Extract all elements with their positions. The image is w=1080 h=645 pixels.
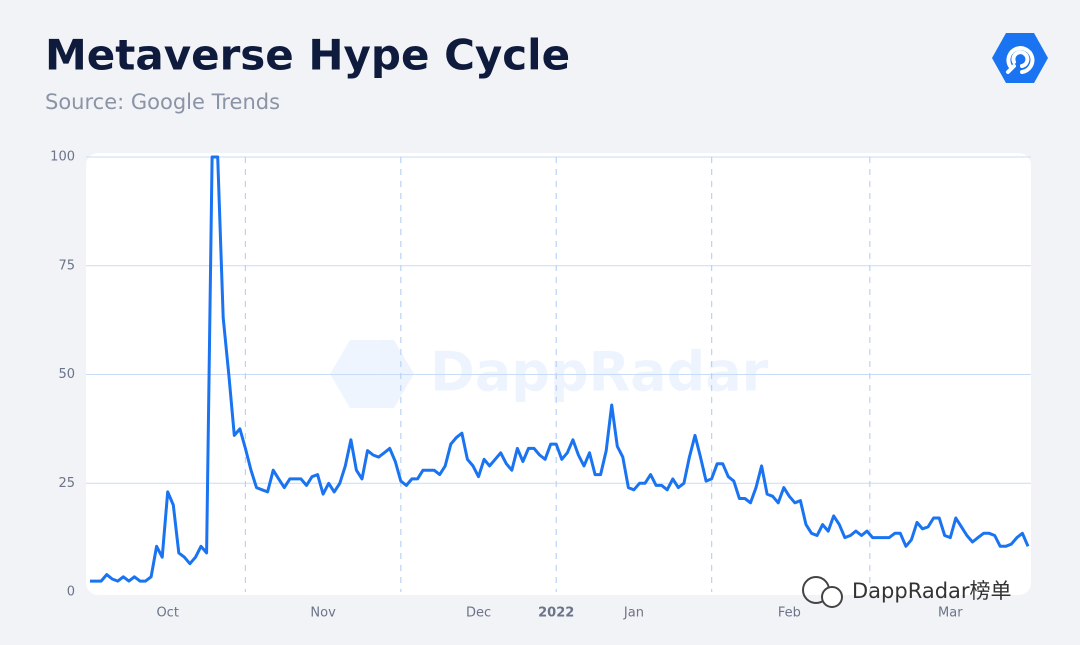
- chart-subtitle: Source: Google Trends: [45, 90, 280, 114]
- trend-line: [90, 155, 1030, 583]
- logo-hexagon: [992, 33, 1048, 83]
- plot: 0 25 50 75 100 Oct Nov Dec Jan 2022 Feb Mar: [50, 150, 1031, 621]
- badge-icon: [821, 586, 843, 608]
- x-tick-label: Nov: [310, 606, 336, 621]
- y-tick-label: 0: [67, 585, 75, 600]
- x-tick-label: Dec: [466, 606, 491, 621]
- y-tick-label: 75: [58, 258, 75, 273]
- y-tick-label: 100: [50, 150, 75, 165]
- chart-title: Metaverse Hype Cycle: [45, 31, 570, 80]
- y-tick-label: 25: [58, 476, 75, 491]
- watermark-group: DappRadar: [330, 340, 769, 408]
- x-tick-label: Mar: [938, 606, 963, 621]
- logo-glyph: [1006, 46, 1035, 74]
- y-tick-label: 50: [58, 367, 75, 382]
- x-tick-label: Feb: [778, 606, 801, 621]
- corner-badge: DappRadar榜单: [802, 576, 1012, 608]
- year-label: 2022: [538, 606, 574, 621]
- x-tick-label: Jan: [623, 606, 644, 621]
- logo: [992, 33, 1048, 83]
- watermark: DappRadar: [430, 341, 769, 404]
- corner-label: DappRadar榜单: [852, 579, 1012, 603]
- x-tick-label: Oct: [156, 606, 178, 621]
